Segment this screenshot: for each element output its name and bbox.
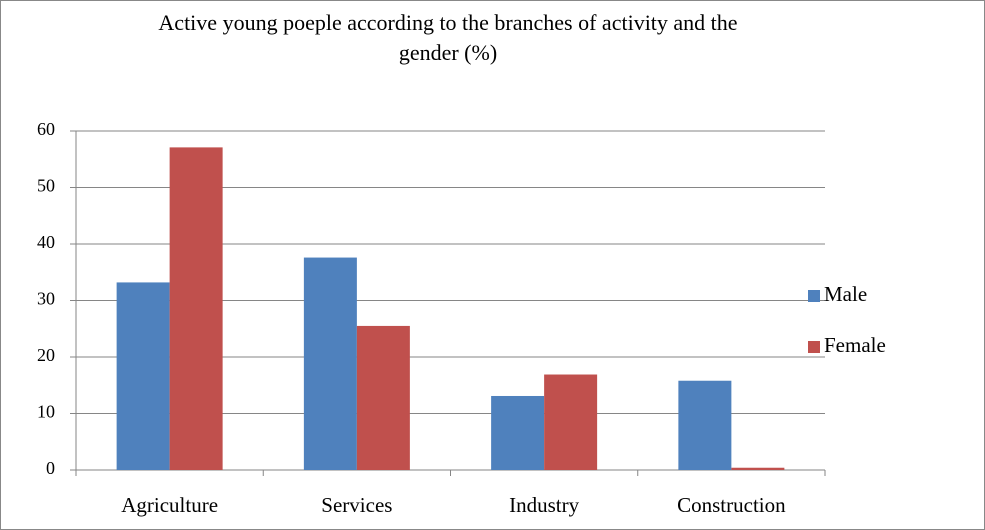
bar (678, 380, 732, 470)
legend-label: Male (824, 282, 867, 306)
x-tick-label: Agriculture (121, 493, 218, 517)
bar (491, 395, 545, 470)
x-tick-label: Industry (509, 493, 579, 517)
y-tick-label: 50 (37, 176, 55, 196)
y-tick-label: 60 (37, 119, 55, 139)
y-tick-label: 40 (37, 232, 55, 252)
bar (303, 257, 357, 470)
y-tick-label: 20 (37, 345, 55, 365)
bar (116, 282, 170, 470)
chart-title: Active young poeple according to the bra… (158, 10, 738, 65)
y-tick-label: 0 (46, 458, 55, 478)
y-tick-label: 30 (37, 289, 55, 309)
legend-swatch (808, 341, 820, 353)
x-tick-label: Construction (677, 493, 786, 517)
bar (731, 467, 785, 470)
x-tick-label: Services (321, 493, 392, 517)
bar (544, 374, 598, 470)
legend-swatch (808, 290, 820, 302)
legend-label: Female (824, 333, 886, 357)
y-tick-label: 10 (37, 402, 55, 422)
bar (169, 147, 223, 470)
bar (356, 325, 410, 470)
